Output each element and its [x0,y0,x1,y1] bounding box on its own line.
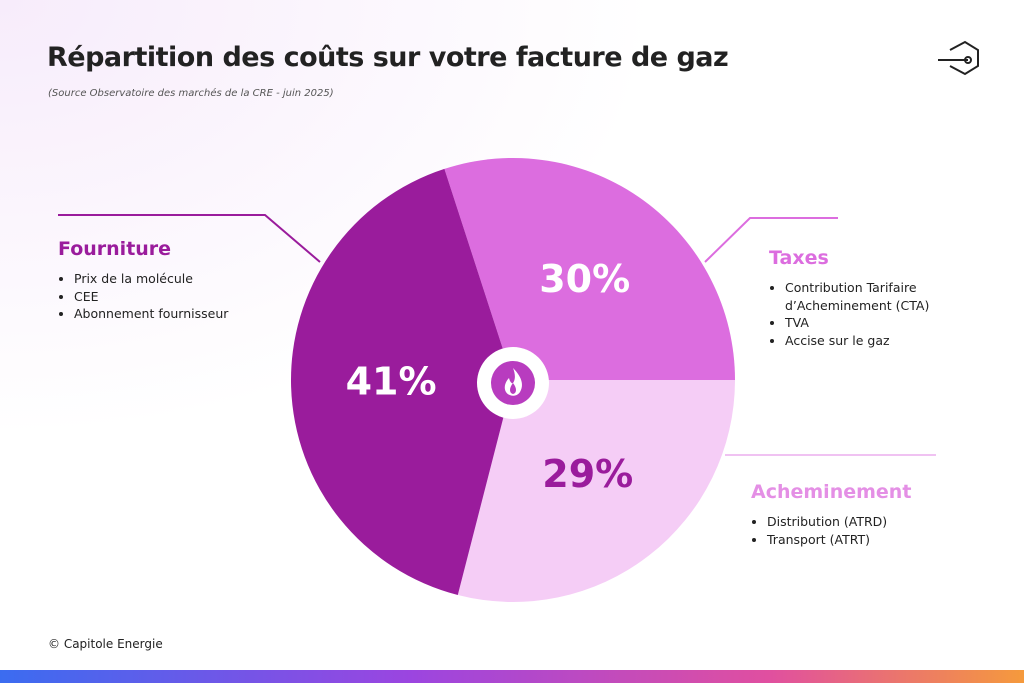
flame-icon [491,361,535,405]
legend-list: Contribution Tarifaire d’Acheminement (C… [769,279,969,349]
pie-slice [444,157,735,380]
legend-taxes: Taxes Contribution Tarifaire d’Acheminem… [769,247,969,349]
legend-item: Accise sur le gaz [785,332,969,350]
chart-subtitle: (Source Observatoire des marchés de la C… [48,88,334,99]
pie-slice [290,168,513,596]
legend-item: CEE [74,288,228,306]
footer: © Capitole Energie [48,637,163,651]
legend-item: Distribution (ATRD) [767,513,911,531]
value-label: 41% [346,359,437,403]
legend-item: Contribution Tarifaire d’Acheminement (C… [785,279,969,314]
legend-list: Distribution (ATRD)Transport (ATRT) [751,513,911,548]
value-label: 29% [542,452,633,496]
legend-fourniture: Fourniture Prix de la moléculeCEEAbonnem… [58,238,228,323]
callouts [58,214,936,456]
legend-list: Prix de la moléculeCEEAbonnement fournis… [58,270,228,323]
footer-bar [0,670,1024,683]
logo [938,40,979,76]
callout-line [58,214,321,263]
pie-slice [457,380,735,602]
legend-title: Acheminement [751,481,912,503]
callout-line [704,217,838,263]
pie: 30% 29% 41% [290,157,735,602]
legend-title: Fourniture [58,238,172,260]
legend-item: Abonnement fournisseur [74,305,228,323]
value-label: 30% [539,257,630,301]
legend-acheminement: Acheminement Distribution (ATRD)Transpor… [751,481,911,548]
legend-item: Transport (ATRT) [767,531,911,549]
chart-title: Répartition des coûts sur votre facture … [47,42,729,73]
legend-item: Prix de la molécule [74,270,228,288]
legend-title: Taxes [769,247,829,269]
legend-item: TVA [785,314,969,332]
